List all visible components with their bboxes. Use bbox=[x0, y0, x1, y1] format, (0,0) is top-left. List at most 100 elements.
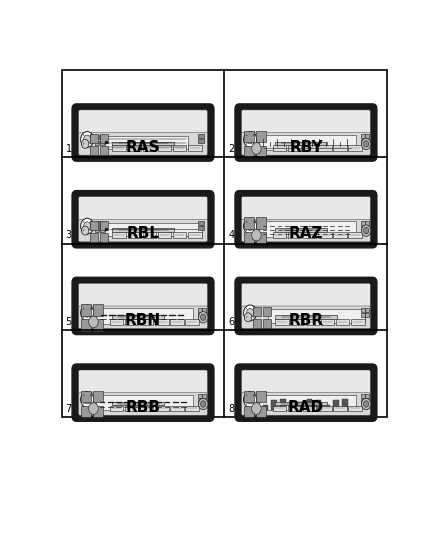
Bar bbox=[110, 406, 123, 411]
FancyBboxPatch shape bbox=[72, 277, 214, 335]
Bar bbox=[276, 228, 327, 232]
Text: RBN: RBN bbox=[125, 313, 161, 328]
Bar bbox=[263, 319, 271, 328]
Bar bbox=[81, 406, 91, 417]
Bar bbox=[110, 319, 123, 325]
Bar bbox=[127, 232, 141, 238]
Bar bbox=[318, 406, 332, 411]
Circle shape bbox=[81, 140, 89, 148]
Text: 7: 7 bbox=[66, 403, 72, 414]
Bar bbox=[198, 226, 204, 230]
Bar bbox=[361, 139, 365, 143]
Text: RBR: RBR bbox=[288, 313, 324, 328]
Circle shape bbox=[251, 229, 261, 241]
Bar bbox=[351, 319, 364, 325]
Text: 5: 5 bbox=[66, 317, 72, 327]
Bar bbox=[158, 146, 171, 151]
Bar bbox=[258, 222, 357, 237]
Bar bbox=[198, 399, 202, 403]
Bar bbox=[318, 232, 332, 238]
Bar bbox=[173, 146, 187, 151]
Bar bbox=[303, 232, 316, 238]
Circle shape bbox=[244, 392, 257, 408]
Text: 4: 4 bbox=[229, 230, 235, 240]
Bar bbox=[93, 319, 103, 330]
Bar bbox=[127, 146, 141, 151]
FancyBboxPatch shape bbox=[241, 306, 371, 328]
Text: 1: 1 bbox=[66, 143, 72, 154]
Text: RAZ: RAZ bbox=[289, 227, 323, 241]
Bar bbox=[365, 139, 369, 143]
FancyBboxPatch shape bbox=[241, 370, 371, 394]
Bar bbox=[100, 228, 104, 232]
Text: RAS: RAS bbox=[126, 140, 160, 155]
Circle shape bbox=[364, 401, 369, 407]
Circle shape bbox=[88, 316, 98, 328]
FancyBboxPatch shape bbox=[235, 277, 377, 335]
Circle shape bbox=[361, 398, 371, 410]
Bar bbox=[158, 232, 171, 238]
Bar bbox=[140, 406, 153, 411]
Bar bbox=[113, 146, 126, 151]
Bar bbox=[342, 399, 348, 410]
Bar bbox=[288, 406, 301, 411]
Circle shape bbox=[88, 403, 98, 414]
Bar bbox=[276, 319, 289, 325]
Bar bbox=[256, 146, 266, 157]
Bar bbox=[288, 146, 301, 151]
Bar bbox=[93, 406, 103, 417]
Bar bbox=[125, 319, 138, 325]
Bar bbox=[258, 395, 357, 410]
Circle shape bbox=[244, 305, 257, 321]
Bar bbox=[333, 400, 339, 410]
Bar bbox=[365, 394, 369, 399]
Bar bbox=[244, 232, 254, 244]
Bar bbox=[125, 406, 138, 411]
Bar bbox=[202, 394, 206, 399]
FancyBboxPatch shape bbox=[78, 219, 208, 242]
Bar bbox=[143, 146, 156, 151]
Bar bbox=[106, 223, 202, 236]
Bar bbox=[143, 232, 156, 238]
Bar bbox=[276, 402, 327, 405]
Bar bbox=[272, 406, 286, 411]
Bar bbox=[244, 391, 254, 402]
FancyBboxPatch shape bbox=[78, 197, 208, 221]
Text: RBB: RBB bbox=[126, 400, 160, 415]
Bar bbox=[253, 307, 261, 317]
FancyBboxPatch shape bbox=[78, 306, 208, 328]
Bar bbox=[333, 406, 347, 411]
Bar bbox=[276, 315, 337, 319]
Bar bbox=[361, 134, 365, 139]
Bar bbox=[365, 313, 369, 317]
FancyBboxPatch shape bbox=[78, 110, 208, 134]
Bar bbox=[361, 313, 365, 317]
Bar bbox=[113, 315, 164, 319]
Text: 6: 6 bbox=[229, 317, 235, 327]
Bar bbox=[324, 405, 330, 410]
Text: 8: 8 bbox=[229, 403, 235, 414]
Text: 3: 3 bbox=[66, 230, 72, 240]
Bar bbox=[155, 319, 169, 325]
FancyBboxPatch shape bbox=[78, 284, 208, 308]
FancyBboxPatch shape bbox=[241, 284, 371, 308]
Bar bbox=[95, 135, 99, 139]
Circle shape bbox=[81, 392, 94, 408]
FancyBboxPatch shape bbox=[241, 393, 371, 415]
Bar bbox=[361, 399, 365, 403]
Bar bbox=[348, 146, 362, 151]
Bar bbox=[276, 142, 327, 145]
Bar bbox=[263, 307, 271, 317]
FancyBboxPatch shape bbox=[72, 104, 214, 161]
Circle shape bbox=[247, 309, 254, 317]
Circle shape bbox=[244, 313, 252, 322]
Bar bbox=[321, 319, 334, 325]
Bar bbox=[188, 232, 201, 238]
Bar bbox=[336, 319, 350, 325]
Bar bbox=[244, 131, 254, 142]
Bar bbox=[202, 399, 206, 403]
Bar bbox=[361, 394, 365, 399]
Circle shape bbox=[244, 132, 257, 148]
Bar bbox=[198, 139, 204, 143]
Bar bbox=[95, 308, 194, 324]
